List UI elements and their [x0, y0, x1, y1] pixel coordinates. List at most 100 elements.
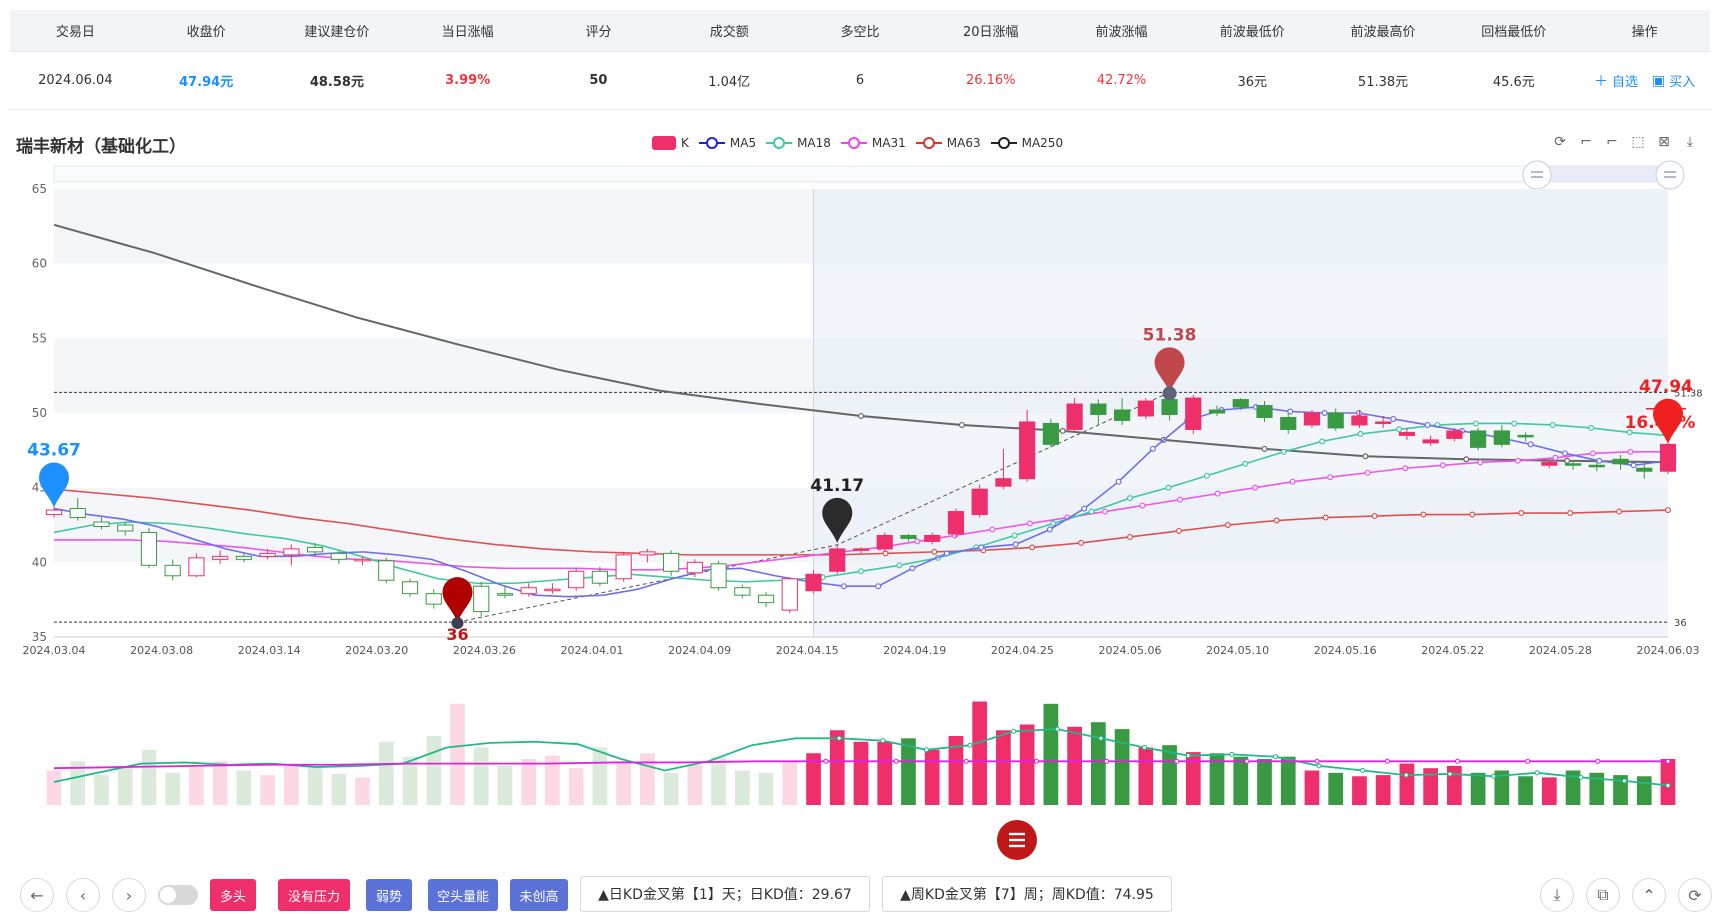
clear-icon[interactable]: ⊠: [1658, 134, 1670, 150]
header-score: 评分: [585, 25, 612, 40]
candle-body: [140, 531, 158, 566]
tag-no-pressure[interactable]: 没有压力: [278, 879, 350, 911]
mode-toggle[interactable]: [158, 885, 198, 905]
candles: [45, 392, 1677, 623]
candle-body: [283, 548, 300, 556]
marker-label: 47.94: [1639, 377, 1693, 397]
tag-bullish[interactable]: 多头: [210, 879, 256, 911]
ma5-line-point: [1596, 457, 1603, 464]
legend-ma250[interactable]: MA250: [990, 136, 1063, 150]
back-arrow-icon[interactable]: ←: [20, 878, 54, 912]
export-icon[interactable]: ⤓: [1540, 878, 1574, 912]
candle-body: [663, 552, 680, 572]
select-icon[interactable]: ⬚: [1631, 134, 1645, 150]
volume-bar: [545, 755, 560, 805]
volume-ma-a-point: [1665, 782, 1671, 788]
ma5-line-point: [1527, 441, 1534, 448]
tag-weak[interactable]: 弱势: [366, 879, 412, 911]
volume-bar: [497, 765, 513, 805]
candle-body: [1375, 421, 1392, 424]
header-ratio: 多空比: [840, 25, 880, 40]
header-chg20: 20日涨幅: [962, 25, 1019, 40]
ma18-line-point: [1126, 495, 1133, 502]
scroll-top-icon[interactable]: ⌃: [1632, 878, 1666, 912]
volume-bar: [568, 768, 584, 805]
candle-body: [1256, 405, 1273, 418]
ma63-line-point: [1616, 508, 1623, 515]
menu-button[interactable]: [997, 820, 1037, 860]
zoom-slider-window[interactable]: [1537, 166, 1670, 182]
legend-ma5[interactable]: MA5: [698, 136, 757, 150]
zoom-handle-right[interactable]: [1655, 160, 1685, 190]
volume-bar: [1138, 747, 1154, 805]
legend-k-label: K: [681, 136, 689, 150]
ma5-line-point: [1321, 410, 1328, 417]
volume-bar: [924, 749, 940, 805]
legend-ma18-swatch: [766, 136, 793, 150]
volume-bar: [165, 772, 181, 805]
prev-icon[interactable]: ‹: [66, 878, 100, 912]
ma250-line-point: [1463, 456, 1470, 463]
cell-prev-chg: 42.72%: [1096, 73, 1147, 88]
volume-bar: [1352, 776, 1367, 805]
ma250-line-point: [1059, 427, 1066, 434]
volume-bar: [236, 770, 252, 805]
download-icon[interactable]: ⤓: [1686, 134, 1694, 150]
zoom-reset-icon[interactable]: ⌐: [1606, 134, 1618, 150]
legend-k[interactable]: K: [652, 136, 689, 150]
volume-ma-a-point: [967, 742, 973, 748]
legend-ma63[interactable]: MA63: [915, 136, 981, 150]
candle-body: [757, 594, 775, 604]
cell-chg20: 26.16%: [965, 73, 1016, 88]
candle-body: [591, 570, 609, 584]
ma18-line-point: [1588, 424, 1595, 431]
candle-body: [686, 561, 703, 574]
x-tick-label: 2024.04.19: [883, 644, 946, 657]
ma63-line-point: [1664, 507, 1671, 514]
candle-body: [306, 546, 324, 553]
zoom-slider-track[interactable]: [53, 165, 1671, 183]
volume-bar: [260, 775, 275, 805]
x-tick-label: 2024.04.09: [668, 644, 731, 657]
next-icon[interactable]: ›: [112, 878, 146, 912]
y-tick-label: 35: [32, 630, 47, 644]
zoom-handle-left[interactable]: [1522, 160, 1552, 190]
candle-body: [1351, 415, 1368, 426]
legend-ma63-swatch: [915, 136, 942, 150]
x-tick-label: 2024.03.26: [453, 644, 516, 657]
ma18-line-point: [896, 562, 903, 569]
volume-ma-a-point: [1491, 773, 1497, 779]
ma31-line-point: [1477, 459, 1484, 466]
ma63-line-point: [1126, 533, 1133, 540]
buy-button[interactable]: ▣ 买入: [1652, 71, 1695, 91]
zoom-icon[interactable]: ⌐: [1580, 134, 1592, 150]
marker-label: 36: [446, 625, 468, 644]
y-tick-label: 65: [32, 182, 47, 196]
candle-body: [1493, 430, 1510, 445]
horizontal-lines: 51.38 36: [54, 388, 1703, 629]
refresh-icon[interactable]: ⟳: [1554, 134, 1566, 150]
legend-ma5-label: MA5: [729, 136, 757, 150]
ma5-line-point: [1012, 541, 1019, 548]
ma31-line-point: [1364, 469, 1371, 476]
add-watchlist-button[interactable]: ＋ 自选: [1594, 71, 1638, 91]
cell-prev-low: 36元: [1237, 75, 1268, 90]
copy-icon[interactable]: ⧉: [1586, 878, 1620, 912]
volume-ma-a-point: [1272, 754, 1278, 760]
candle-body: [615, 554, 632, 580]
reload-icon[interactable]: ⟳: [1678, 878, 1712, 912]
ma5-line-point: [1149, 445, 1156, 452]
legend-ma31[interactable]: MA31: [840, 136, 906, 150]
ma5-line-point: [875, 583, 882, 590]
x-tick-label: 2024.05.10: [1206, 644, 1269, 657]
legend-ma18[interactable]: MA18: [766, 136, 831, 150]
tag-no-new-high[interactable]: 未创高: [510, 879, 568, 911]
ma31-line-point: [989, 526, 996, 533]
header-pullback-low: 回档最低价: [1481, 25, 1547, 40]
ma31-line-point: [1439, 462, 1446, 469]
volume-ma-b-point: [1314, 758, 1320, 764]
tag-short-volume[interactable]: 空头量能: [428, 879, 498, 911]
volume-ma-a-point: [1098, 735, 1104, 741]
volume-ma-a-point: [880, 738, 886, 744]
candle-body: [212, 555, 229, 560]
